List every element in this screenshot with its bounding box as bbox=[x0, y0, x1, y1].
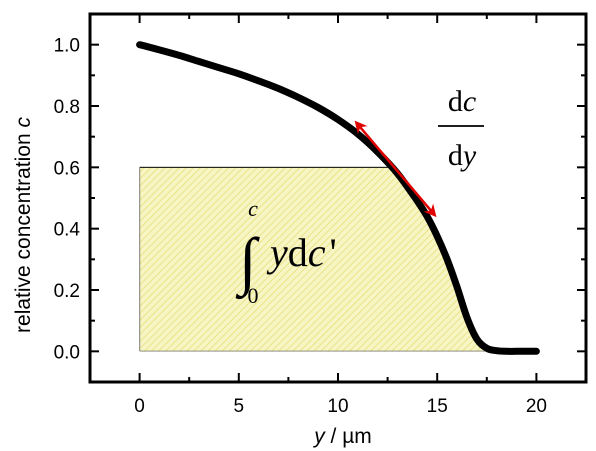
y-tick-label: 0.0 bbox=[54, 342, 80, 363]
y-tick-label: 1.0 bbox=[54, 36, 80, 57]
y-tick-label: 0.2 bbox=[54, 281, 80, 302]
integrand-d: d bbox=[288, 230, 308, 275]
x-tick-label: 0 bbox=[134, 396, 145, 417]
x-axis-var: y bbox=[312, 425, 326, 448]
integrand-var: y bbox=[266, 230, 288, 275]
integral-symbol: ∫ bbox=[235, 225, 260, 300]
y-tick-label: 0.8 bbox=[54, 97, 80, 118]
integrand-cvar: c bbox=[308, 230, 326, 275]
y-tick-label: 0.6 bbox=[54, 158, 80, 179]
integral-annotation: c ∫ 0 ydc ' bbox=[235, 196, 337, 308]
y-axis-title: relative concentration c bbox=[12, 117, 35, 333]
derivative-annotation: dc dy bbox=[438, 85, 484, 172]
y-axis-var: c bbox=[12, 117, 35, 128]
x-tick-label: 15 bbox=[427, 396, 448, 417]
y-axis-text: relative concentration bbox=[12, 128, 35, 333]
derivative-den-var: y bbox=[460, 139, 477, 172]
derivative-numerator: dc bbox=[448, 85, 476, 118]
tangent-arrow bbox=[354, 120, 437, 218]
integral-upper-limit: c bbox=[248, 196, 258, 221]
integral-lower-limit: 0 bbox=[248, 283, 259, 308]
integral-region-fill bbox=[139, 167, 537, 352]
x-axis-title: y / µm bbox=[312, 425, 372, 448]
x-tick-label: 10 bbox=[327, 396, 348, 417]
derivative-den-d: d bbox=[448, 139, 463, 172]
x-axis-ticks: 0 5 10 15 20 bbox=[134, 14, 547, 417]
derivative-denominator: dy bbox=[448, 139, 477, 172]
integral-region bbox=[139, 166, 537, 352]
y-tick-label: 0.4 bbox=[54, 220, 81, 241]
x-tick-label: 20 bbox=[526, 396, 547, 417]
y-axis-ticks: 0.0 0.2 0.4 0.6 0.8 1.0 bbox=[54, 36, 586, 363]
x-tick-label: 5 bbox=[234, 396, 245, 417]
integrand-prime: ' bbox=[330, 230, 337, 275]
derivative-num-var: c bbox=[463, 85, 476, 118]
x-axis-unit: / µm bbox=[325, 425, 372, 448]
integrand: ydc ' bbox=[266, 230, 337, 275]
derivative-num-d: d bbox=[448, 85, 463, 118]
